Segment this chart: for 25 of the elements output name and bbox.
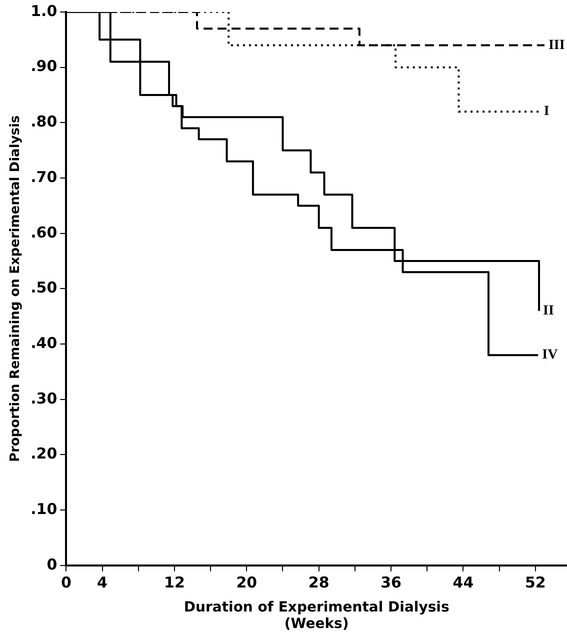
y-tick-label: .10 bbox=[30, 500, 58, 518]
y-tick-label: .70 bbox=[30, 168, 58, 186]
x-tick-label: 4 bbox=[97, 573, 108, 592]
series-label: III bbox=[548, 38, 565, 53]
y-tick-label: .90 bbox=[30, 57, 58, 76]
series-label: IV bbox=[542, 348, 558, 363]
y-tick-label: .50 bbox=[30, 278, 58, 297]
x-axis-title: Duration of Experimental Dialysis (Weeks) bbox=[184, 599, 450, 632]
x-tick-label: 44 bbox=[452, 573, 474, 592]
y-tick-label: 1.0 bbox=[30, 2, 58, 20]
x-tick-label: 20 bbox=[236, 573, 258, 592]
x-tick-label: 52 bbox=[524, 573, 546, 592]
series-label: II bbox=[543, 303, 554, 318]
y-axis-title: Proportion Remaining on Experimental Dialysis bbox=[8, 115, 24, 462]
x-tick-label: 28 bbox=[308, 573, 330, 592]
y-tick-label: .60 bbox=[30, 223, 58, 242]
y-tick-label: .20 bbox=[30, 444, 58, 463]
series-label: I bbox=[544, 104, 550, 120]
y-tick-label: 0 bbox=[46, 555, 58, 574]
x-tick-label: 36 bbox=[380, 573, 402, 592]
y-tick-label: .80 bbox=[30, 112, 58, 131]
y-tick-label: .40 bbox=[30, 334, 58, 352]
x-tick-label: 12 bbox=[164, 573, 185, 592]
x-tick-label: 0 bbox=[60, 573, 72, 592]
y-tick-label: .30 bbox=[30, 389, 58, 408]
